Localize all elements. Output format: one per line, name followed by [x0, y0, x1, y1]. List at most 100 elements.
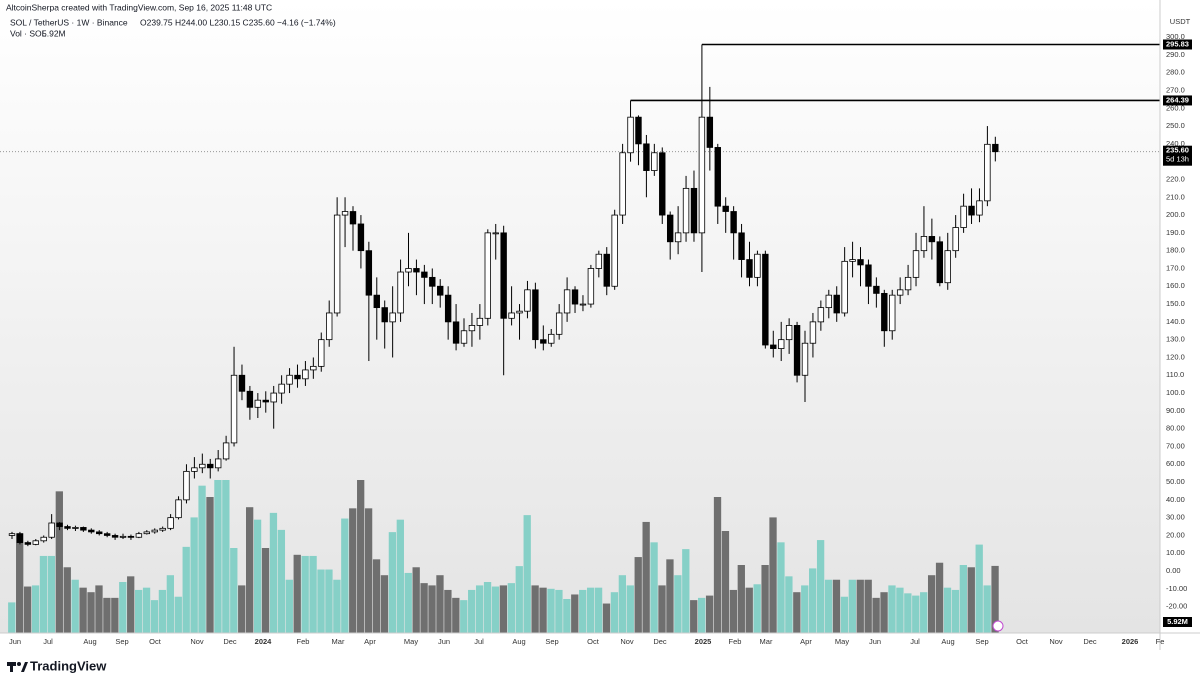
candle-body [595, 253, 603, 269]
y-tick-label: 90.00 [1166, 406, 1185, 415]
volume-bar [396, 519, 404, 633]
plot [0, 43, 1160, 633]
x-tick-label: Feb [297, 637, 310, 646]
candle-body [579, 303, 587, 306]
volume-bar [460, 600, 468, 633]
volume-bar [47, 555, 56, 633]
y-tick-label: 220.0 [1166, 174, 1185, 183]
volume-bar [650, 542, 658, 633]
x-tick-label: Sep [115, 637, 128, 646]
x-tick-label: Mar [332, 637, 345, 646]
candle-body [191, 467, 198, 472]
candle-body [936, 241, 944, 284]
y-tick-label: 130.0 [1166, 335, 1185, 344]
level-label-box [1163, 95, 1192, 106]
candle-body [603, 253, 610, 287]
volume-bar [111, 597, 119, 633]
volume-bar [515, 566, 523, 633]
volume-bar [55, 491, 63, 633]
candle-body [801, 342, 809, 376]
volume-bar [816, 540, 825, 633]
candle-body [746, 259, 753, 278]
y-tick-label: 110.0 [1166, 370, 1184, 379]
volume-bar [872, 597, 880, 633]
volume-bar [16, 533, 24, 633]
x-tick-label: Jul [474, 637, 484, 646]
volume-bar [23, 586, 32, 633]
volume-bar [832, 579, 841, 633]
candle-body [548, 333, 555, 344]
candle-body [849, 259, 856, 262]
volume-bar [769, 517, 777, 633]
event-icon[interactable] [992, 620, 1004, 632]
candle-body [460, 330, 468, 344]
volume-bar [824, 579, 833, 633]
volume-bar [468, 589, 476, 633]
volume-bar [864, 579, 872, 633]
candle-body [452, 321, 460, 344]
candle-body [40, 536, 47, 542]
y-tick-label: 40.00 [1166, 495, 1185, 504]
volume-bar [412, 567, 420, 633]
volume-bar [404, 572, 412, 633]
candle-body [389, 312, 396, 323]
candle-body [286, 374, 293, 385]
volume-bar [745, 587, 753, 633]
volume-bar [499, 585, 508, 633]
candle-body [349, 211, 357, 225]
candle-body [690, 187, 698, 234]
volume-bar [452, 597, 460, 633]
candle-body [238, 374, 246, 392]
y-tick-label: 170.0 [1166, 263, 1185, 272]
candle-body [310, 365, 317, 371]
volume-bar [293, 554, 301, 633]
volume-bar [174, 596, 182, 633]
y-tick-label: 250.0 [1166, 121, 1185, 130]
volume-bar [436, 575, 444, 633]
volume-bar [222, 480, 230, 633]
candle-body [413, 268, 420, 273]
volume-bar [571, 594, 579, 633]
y-tick-label: 300.0 [1166, 32, 1185, 41]
candle-body [968, 205, 975, 216]
candle-body [476, 317, 484, 326]
candle-body [56, 522, 63, 527]
volume-bar [943, 587, 952, 633]
volume-bar [991, 565, 999, 633]
x-tick-label: Apr [800, 637, 812, 646]
candle-body [920, 236, 928, 252]
volume-bar [206, 497, 214, 633]
candle-body [674, 232, 682, 243]
volume-bar [959, 565, 967, 633]
candle-body [825, 294, 832, 309]
candle-body [587, 268, 595, 305]
candle-body [682, 187, 690, 234]
volume-bar [127, 576, 135, 633]
candle-body [230, 374, 238, 444]
volume-bar [880, 592, 888, 633]
credit: AltcoinSherpa created with TradingView.c… [6, 2, 272, 12]
volume-box [1163, 617, 1192, 627]
candle-body [127, 535, 135, 538]
candle-body [429, 276, 436, 287]
candle-body [500, 232, 507, 319]
candle-body [833, 294, 840, 314]
y-tick-label: 120.0 [1166, 352, 1185, 361]
candle-body [468, 325, 476, 332]
volume-bar [856, 579, 864, 633]
candle-body [333, 214, 341, 314]
volume-bar [761, 565, 769, 633]
volume-bar [277, 529, 286, 633]
x-tick-label: Dec [1083, 637, 1097, 646]
candle-body [444, 294, 452, 323]
volume-bar [737, 565, 745, 633]
candle-body [16, 533, 24, 543]
last-price-box [1163, 145, 1192, 166]
candle-body [754, 253, 761, 278]
candle-body [325, 312, 333, 341]
volume-bar [674, 575, 682, 633]
candle-body [373, 294, 380, 309]
x-tick-label: Oct [1016, 637, 1029, 646]
